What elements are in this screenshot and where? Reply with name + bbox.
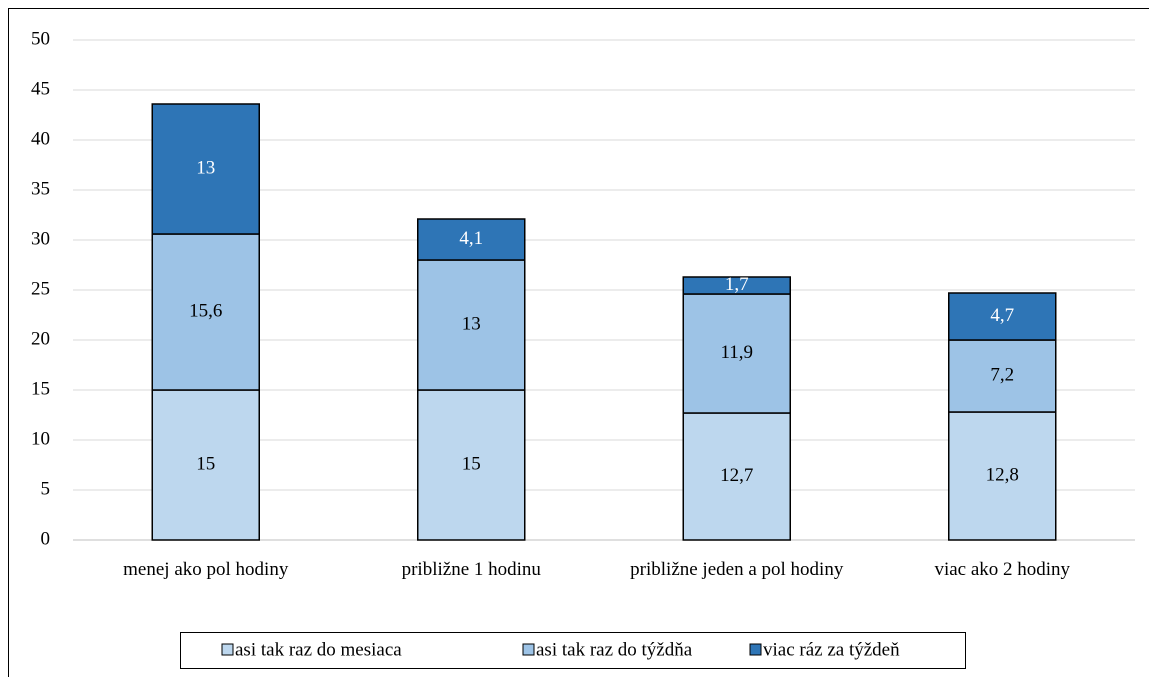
y-tick-label: 30 bbox=[31, 228, 50, 249]
bar-segment bbox=[151, 103, 260, 235]
y-tick-label: 0 bbox=[41, 528, 51, 549]
bar-segment bbox=[948, 292, 1057, 341]
y-tick-label: 10 bbox=[31, 428, 50, 449]
value-label: 1,7 bbox=[725, 274, 749, 295]
bar-segment bbox=[417, 389, 526, 541]
value-label: 4,7 bbox=[990, 305, 1014, 326]
bar-segment bbox=[151, 233, 260, 391]
legend-label: viac ráz za týždeň bbox=[763, 639, 900, 660]
chart-frame bbox=[8, 8, 1149, 677]
value-label: 11,9 bbox=[720, 342, 753, 363]
value-label: 12,7 bbox=[720, 465, 753, 486]
value-label: 7,2 bbox=[990, 364, 1014, 385]
value-label: 15,6 bbox=[189, 300, 222, 321]
legend-label: asi tak raz do mesiaca bbox=[235, 639, 402, 660]
legend-swatch bbox=[221, 643, 234, 656]
x-tick-label: približne 1 hodinu bbox=[401, 559, 541, 580]
x-tick-label: približne jeden a pol hodiny bbox=[630, 559, 844, 580]
legend-label: asi tak raz do týždňa bbox=[536, 639, 693, 660]
y-tick-label: 35 bbox=[31, 178, 50, 199]
value-label: 4,1 bbox=[459, 228, 483, 249]
y-tick-label: 40 bbox=[31, 128, 50, 149]
bar-segment bbox=[417, 218, 526, 261]
x-tick-label: menej ako pol hodiny bbox=[123, 559, 289, 580]
bar-segment bbox=[948, 411, 1057, 541]
bar-segment bbox=[948, 339, 1057, 413]
y-tick-label: 50 bbox=[31, 28, 50, 49]
value-label: 13 bbox=[196, 157, 215, 178]
y-tick-label: 25 bbox=[31, 278, 50, 299]
y-tick-label: 45 bbox=[31, 78, 50, 99]
bar-segment bbox=[417, 259, 526, 391]
bar-segment bbox=[682, 293, 791, 414]
bar-segment bbox=[151, 389, 260, 541]
x-tick-label: viac ako 2 hodiny bbox=[934, 559, 1071, 580]
legend-swatch bbox=[522, 643, 535, 656]
bar-segment bbox=[682, 412, 791, 541]
legend-swatch bbox=[749, 643, 762, 656]
value-label: 12,8 bbox=[986, 464, 1019, 485]
value-label: 13 bbox=[462, 313, 481, 334]
y-tick-label: 20 bbox=[31, 328, 50, 349]
value-label: 15 bbox=[462, 453, 481, 474]
value-label: 15 bbox=[196, 453, 215, 474]
y-tick-label: 5 bbox=[41, 478, 51, 499]
y-tick-label: 15 bbox=[31, 378, 50, 399]
bar-segment bbox=[682, 276, 791, 295]
legend-box bbox=[180, 632, 966, 669]
